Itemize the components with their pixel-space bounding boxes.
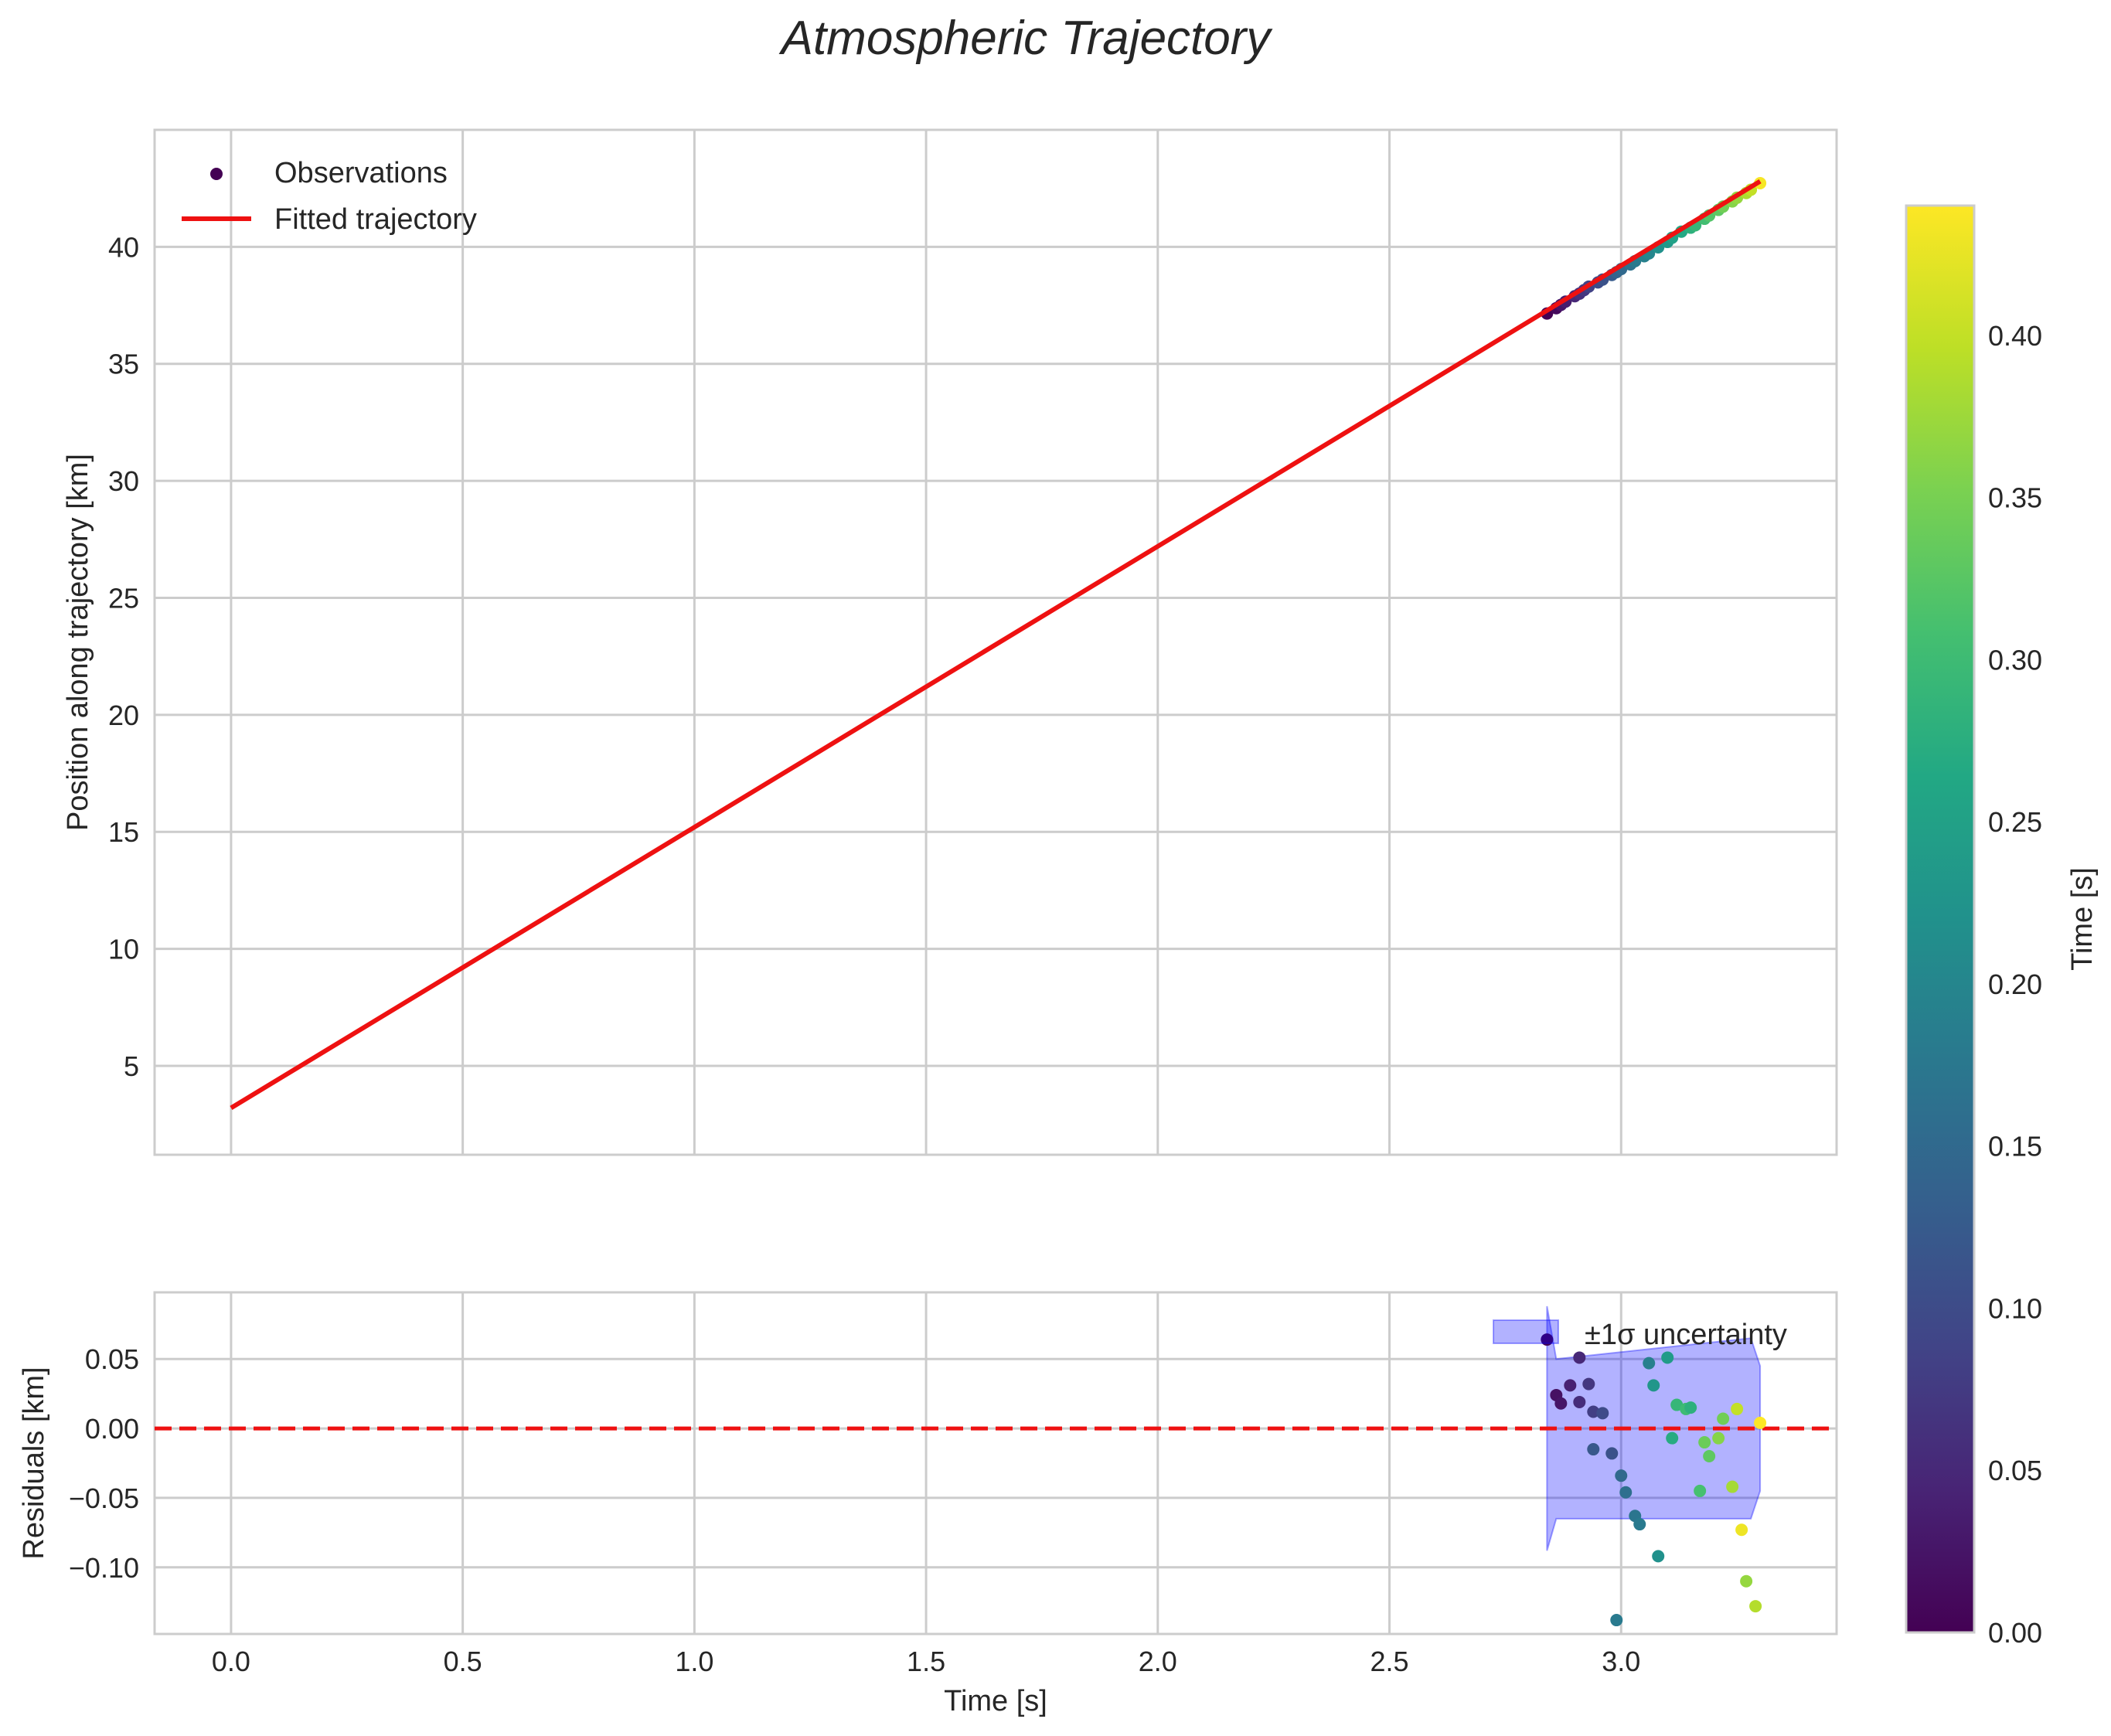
residual-point (1554, 1397, 1568, 1410)
x-tick-label: 2.0 (1139, 1646, 1177, 1677)
residual-point (1582, 1377, 1595, 1391)
main-y-tick-label: 35 (108, 349, 139, 380)
main-y-tick-label: 15 (108, 816, 139, 848)
main-y-tick-label: 40 (108, 231, 139, 263)
main-y-tick-label: 20 (108, 700, 139, 731)
residual-point (1587, 1405, 1600, 1418)
legend-fit-label: Fitted trajectory (274, 203, 477, 236)
residual-point (1694, 1484, 1707, 1497)
colorbar-tick-labels: 0.00 0.05 0.10 0.15 0.20 0.25 0.30 0.35 0.40 (1988, 320, 2042, 1649)
main-y-tick-label: 30 (108, 465, 139, 497)
legend-observations-label: Observations (274, 157, 448, 189)
main-grid (155, 130, 1837, 1155)
residual-points (1541, 1333, 1767, 1627)
legend-uncertainty-label: ±1σ uncertainty (1585, 1319, 1787, 1351)
main-y-tick-label: 10 (108, 934, 139, 965)
residual-point (1652, 1550, 1665, 1563)
chart-title: Atmospheric Trajectory (778, 12, 1274, 65)
residual-point (1541, 1333, 1554, 1346)
residual-y-tick-label: −0.05 (69, 1482, 139, 1514)
residual-point (1633, 1518, 1646, 1531)
x-tick-label: 0.5 (444, 1646, 482, 1677)
residual-point (1615, 1469, 1628, 1482)
main-legend: Observations Fitted trajectory (182, 157, 477, 236)
residual-point (1684, 1401, 1697, 1414)
residual-point (1573, 1351, 1586, 1364)
residual-point (1740, 1574, 1753, 1588)
residual-y-tick-labels: −0.10 −0.05 0.00 0.05 (69, 1343, 139, 1584)
residual-y-axis-label: Residuals [km] (18, 1367, 50, 1559)
residual-point (1605, 1447, 1619, 1460)
legend-uncertainty-swatch (1493, 1319, 1559, 1344)
colorbar-tick-label: 0.25 (1988, 806, 2042, 838)
colorbar-tick-label: 0.05 (1988, 1455, 2042, 1486)
residual-point (1619, 1486, 1633, 1499)
residual-point (1754, 1416, 1767, 1429)
x-tick-label: 2.5 (1370, 1646, 1409, 1677)
residual-point (1666, 1431, 1679, 1445)
main-y-axis-label: Position along trajectory [km] (62, 454, 94, 831)
main-y-tick-label: 5 (124, 1050, 139, 1082)
residual-point (1643, 1356, 1656, 1370)
x-tick-label: 3.0 (1602, 1646, 1640, 1677)
residual-point (1703, 1450, 1716, 1463)
residual-y-tick-label: 0.05 (85, 1343, 139, 1375)
x-axis-label: Time [s] (944, 1685, 1047, 1717)
colorbar: 0.00 0.05 0.10 0.15 0.20 0.25 0.30 0.35 0.40 Tim… (1905, 204, 2099, 1649)
colorbar-tick-label: 0.00 (1988, 1617, 2042, 1649)
residual-point (1647, 1379, 1660, 1392)
colorbar-tick-label: 0.35 (1988, 482, 2042, 514)
residual-legend: ±1σ uncertainty (1493, 1319, 1787, 1351)
colorbar-tick-label: 0.15 (1988, 1131, 2042, 1162)
residual-y-tick-label: 0.00 (85, 1413, 139, 1445)
x-tick-label: 1.0 (675, 1646, 713, 1677)
main-panel: 5 10 15 20 25 30 35 40 Position along trajector… (62, 128, 1838, 1156)
residual-point (1596, 1407, 1609, 1420)
residual-point (1735, 1523, 1748, 1537)
residual-point (1698, 1436, 1711, 1449)
main-y-tick-label: 25 (108, 582, 139, 614)
colorbar-tick-label: 0.30 (1988, 644, 2042, 676)
x-tick-label: 0.0 (212, 1646, 250, 1677)
residual-point (1749, 1600, 1762, 1613)
main-y-tick-labels: 5 10 15 20 25 30 35 40 (108, 231, 139, 1082)
fitted-trajectory-line (230, 179, 1762, 1111)
colorbar-tick-label: 0.40 (1988, 320, 2042, 352)
residual-point (1717, 1412, 1730, 1425)
colorbar-gradient (1905, 204, 1976, 1634)
residual-panel: −0.10 −0.05 0.00 0.05 0.0 0.5 1.0 1.5 2.0 2.5 3.0… (18, 1291, 1838, 1717)
residual-point (1712, 1431, 1725, 1445)
residual-point (1610, 1614, 1623, 1627)
residual-point (1564, 1379, 1577, 1392)
residual-plot-frame (153, 1291, 1838, 1636)
residual-point (1661, 1351, 1674, 1364)
residual-x-tick-labels: 0.0 0.5 1.0 1.5 2.0 2.5 3.0 (212, 1646, 1640, 1677)
x-tick-label: 1.5 (907, 1646, 945, 1677)
colorbar-label: Time [s] (2066, 867, 2099, 971)
residual-y-tick-label: −0.10 (69, 1552, 139, 1584)
residual-point (1726, 1480, 1739, 1493)
residual-point (1587, 1443, 1600, 1456)
residual-point (1731, 1402, 1744, 1415)
residual-point (1573, 1395, 1586, 1408)
residual-point (1670, 1398, 1684, 1411)
colorbar-tick-label: 0.10 (1988, 1292, 2042, 1324)
legend-observations-marker (210, 168, 223, 180)
colorbar-tick-label: 0.20 (1988, 968, 2042, 1000)
